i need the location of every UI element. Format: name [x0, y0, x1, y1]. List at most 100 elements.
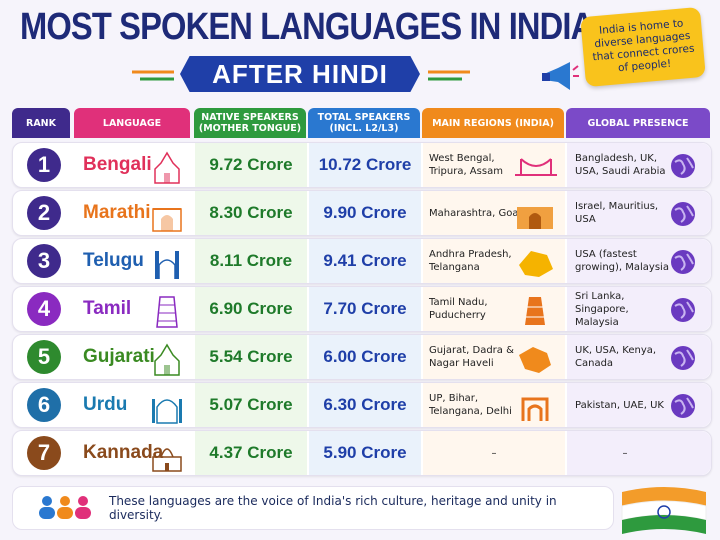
total-cell-bg [309, 335, 421, 379]
native-cell-bg [195, 143, 307, 187]
gopuram-icon [156, 296, 178, 328]
language-name: Telugu [83, 250, 144, 271]
main-regions: Maharashtra, Goa [429, 207, 519, 219]
rank-badge: 2 [27, 196, 61, 230]
total-cell-bg [309, 287, 421, 331]
temple-icon [154, 151, 180, 184]
global-cell-bg [567, 431, 711, 475]
native-cell-bg [195, 383, 307, 427]
language-name: Gujarati [83, 346, 155, 367]
language-name: Bengali [83, 154, 152, 175]
header-rank: RANK [12, 108, 70, 138]
global-presence: Pakistan, UAE, UK [575, 399, 664, 411]
region-map-icon [515, 158, 557, 176]
footer: These languages are the voice of India's… [12, 486, 614, 530]
info-note: India is home to diverse languages that … [580, 6, 706, 88]
temple-icon [154, 343, 180, 376]
page-title: MOST SPOKEN LANGUAGES IN INDIA [20, 6, 594, 48]
native-cell-bg [195, 239, 307, 283]
region-map-icon [519, 251, 553, 277]
megaphone-icon [542, 62, 579, 90]
table-row: 1 Bengali 9.72 Crore 10.72 Crore West Be… [12, 142, 712, 188]
global-presence: Bangladesh, UK, USA, Saudi Arabia [575, 153, 666, 177]
native-speakers: 8.30 Crore [209, 203, 293, 222]
globe-icon [671, 298, 695, 322]
main-regions: Gujarat, Dadra & Nagar Haveli [429, 345, 514, 369]
native-speakers: 4.37 Crore [209, 443, 293, 462]
header-global: GLOBAL PRESENCE [566, 108, 710, 138]
subtitle: AFTER HINDI [212, 58, 388, 89]
native-speakers: 5.07 Crore [209, 395, 293, 414]
native-cell-bg [195, 287, 307, 331]
total-speakers: 6.00 Crore [323, 347, 407, 366]
decorative-lines-right [428, 70, 470, 81]
total-speakers: 7.70 Crore [323, 299, 407, 318]
region-map-icon [519, 347, 551, 373]
rank-badge: 5 [27, 340, 61, 374]
rank-badge: 6 [27, 388, 61, 422]
native-speakers: 6.90 Crore [209, 299, 293, 318]
global-presence: USA (fastest growing), Malaysia [575, 249, 669, 273]
total-speakers: 9.41 Crore [323, 251, 407, 270]
global-presence: Israel, Mauritius, USA [575, 201, 659, 225]
globe-icon [671, 346, 695, 370]
main-regions: – [491, 447, 497, 459]
total-speakers: 6.30 Crore [323, 395, 407, 414]
table-row: 3 Telugu 8.11 Crore 9.41 Crore Andhra Pr… [12, 238, 712, 284]
rank-badge: 4 [27, 292, 61, 326]
region-map-icon [525, 297, 545, 325]
language-name: Marathi [83, 202, 151, 223]
header-native: NATIVE SPEAKERS (MOTHER TONGUE) [194, 108, 306, 138]
regions-cell-bg [423, 431, 565, 475]
rank-badge: 7 [27, 436, 61, 470]
decorative-lines-left [132, 70, 174, 81]
table-row: 7 Kannada 4.37 Crore 5.90 Crore – – [12, 430, 712, 476]
region-map-icon [517, 207, 553, 229]
people-icon [39, 496, 91, 519]
total-cell-bg [309, 431, 421, 475]
main-regions: Tamil Nadu, Puducherry [429, 297, 488, 321]
main-regions: Andhra Pradesh, Telangana [429, 249, 512, 273]
rank-badge: 3 [27, 244, 61, 278]
header-total: TOTAL SPEAKERS (INCL. L2/L3) [308, 108, 420, 138]
header-language: LANGUAGE [74, 108, 190, 138]
gateway-icon [152, 208, 182, 232]
subtitle-banner: AFTER HINDI [180, 56, 420, 92]
footer-text: These languages are the voice of India's… [109, 494, 557, 522]
total-cell-bg [309, 191, 421, 235]
table-row: 4 Tamil 6.90 Crore 7.70 Crore Tamil Nadu… [12, 286, 712, 332]
global-presence: – [622, 447, 628, 459]
total-speakers: 5.90 Crore [323, 443, 407, 462]
native-cell-bg [195, 191, 307, 235]
total-speakers: 10.72 Crore [318, 155, 412, 174]
mosque-icon [152, 399, 182, 424]
total-speakers: 9.90 Crore [323, 203, 407, 222]
native-speakers: 5.54 Crore [209, 347, 293, 366]
global-presence: Sri Lanka, Singapore, Malaysia [575, 290, 629, 328]
global-presence: UK, USA, Kenya, Canada [575, 345, 657, 369]
total-cell-bg [309, 143, 421, 187]
main-regions: UP, Bihar, Telangana, Delhi [429, 393, 512, 417]
native-cell-bg [195, 335, 307, 379]
palace-icon [152, 448, 182, 472]
globe-icon [671, 394, 695, 418]
globe-icon [671, 250, 695, 274]
globe-icon [671, 154, 695, 178]
language-name: Kannada [83, 442, 164, 463]
table-row: 2 Marathi 8.30 Crore 9.90 Crore Maharash… [12, 190, 712, 236]
total-cell-bg [309, 239, 421, 283]
charminar-icon [155, 251, 179, 279]
india-flag-icon [621, 487, 707, 534]
note-text: India is home to diverse languages that … [592, 17, 695, 75]
globe-icon [671, 202, 695, 226]
table-row: 6 Urdu 5.07 Crore 6.30 Crore UP, Bihar, … [12, 382, 712, 428]
native-speakers: 8.11 Crore [209, 251, 293, 270]
language-name: Tamil [83, 298, 132, 319]
region-map-icon [521, 397, 549, 421]
language-name: Urdu [83, 394, 128, 415]
native-cell-bg [195, 431, 307, 475]
total-cell-bg [309, 383, 421, 427]
header-regions: MAIN REGIONS (INDIA) [422, 108, 564, 138]
rank-badge: 1 [27, 148, 61, 182]
table-row: 5 Gujarati 5.54 Crore 6.00 Crore Gujarat… [12, 334, 712, 380]
